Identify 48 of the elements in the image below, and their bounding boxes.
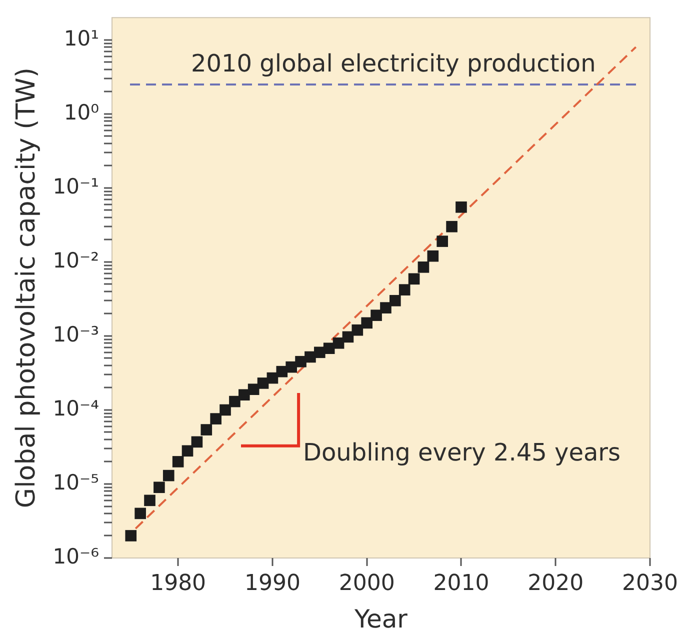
point — [380, 302, 392, 314]
ref-line-label: 2010 global electricity production — [190, 50, 596, 78]
y-tick-label: 10⁻⁴ — [52, 396, 99, 420]
point — [390, 294, 401, 306]
x-tick-label: 2000 — [338, 570, 395, 596]
x-tick-label: 2020 — [528, 570, 584, 596]
point — [456, 201, 467, 213]
y-tick-label: 10¹ — [64, 26, 99, 50]
point — [154, 482, 165, 494]
point — [125, 530, 137, 542]
point — [220, 404, 231, 416]
y-axis-title: Global photovoltaic capacity (TW) — [11, 68, 42, 508]
x-axis-title: Year — [354, 604, 408, 634]
point — [323, 342, 335, 354]
point — [229, 396, 240, 408]
point — [200, 424, 212, 436]
x-tick-label: 2010 — [433, 570, 490, 596]
point — [332, 337, 344, 349]
point — [352, 324, 364, 336]
point — [238, 389, 250, 401]
point — [210, 413, 222, 424]
point — [398, 284, 410, 296]
y-tick-label: 10⁻⁶ — [52, 544, 99, 568]
point — [295, 356, 306, 368]
point — [182, 445, 194, 457]
y-tick-label: 10⁻² — [52, 248, 99, 272]
point — [144, 494, 156, 506]
point — [172, 456, 184, 468]
y-tick-label: 10⁻³ — [52, 322, 99, 346]
point — [248, 384, 260, 395]
x-tick-label: 1990 — [244, 570, 300, 596]
point — [257, 378, 269, 389]
y-tick-label: 10⁰ — [64, 100, 99, 124]
y-tick-label: 10⁻⁵ — [52, 470, 99, 494]
point — [162, 470, 174, 482]
point — [191, 436, 203, 448]
point — [436, 236, 448, 247]
point — [361, 317, 372, 329]
point — [408, 273, 420, 285]
annotation: Doubling every 2.45 years — [302, 438, 621, 466]
x-tick-label: 2030 — [622, 570, 678, 596]
point — [446, 220, 458, 232]
point — [370, 310, 382, 321]
y-tick-label: 10⁻¹ — [52, 174, 99, 198]
point — [134, 508, 146, 520]
point — [418, 262, 430, 273]
x-tick-label: 1980 — [150, 570, 206, 596]
point — [427, 250, 439, 262]
